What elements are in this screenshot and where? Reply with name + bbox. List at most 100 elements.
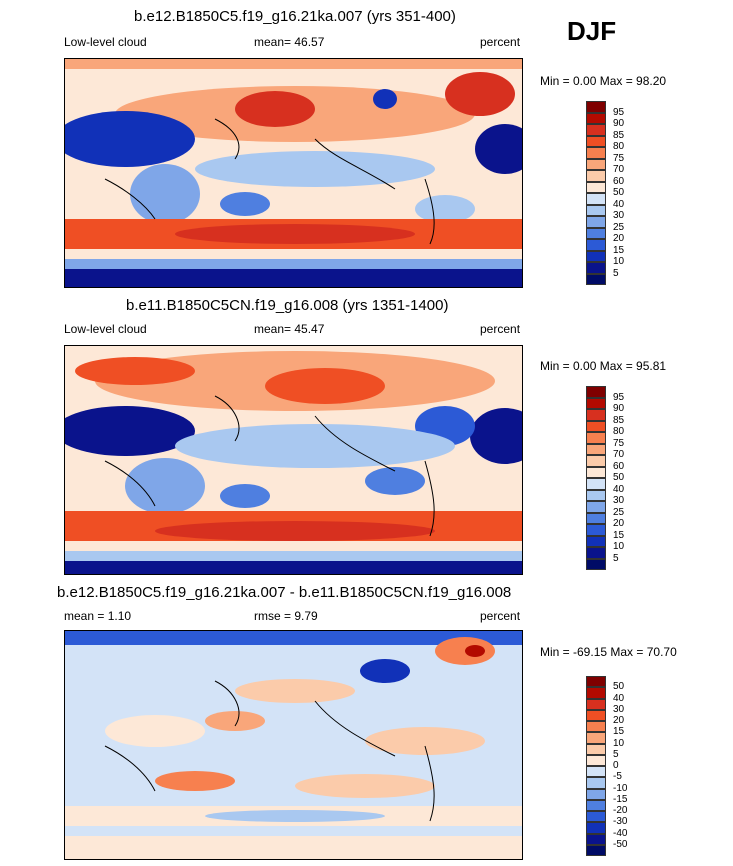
panel3-mean-label: mean = 1.10 (64, 609, 132, 623)
colorbar-tick-label: 80 (613, 426, 625, 437)
colorbar-tick-label: 90 (613, 403, 625, 414)
colorbar-tick-label: 15 (613, 726, 625, 738)
colorbar-tick-label: -10 (613, 782, 628, 794)
colorbar-tick-label: 15 (613, 244, 625, 256)
colorbar-tick-label: 40 (613, 483, 625, 495)
colorbar-segment (586, 204, 606, 216)
colorbar-tick-label: 85 (613, 129, 625, 141)
colorbar-tick-label: 15 (613, 529, 625, 541)
panel2-mean-label: mean= 45.47 (254, 322, 325, 336)
colorbar-tick-label: 10 (613, 256, 625, 267)
colorbar-segment (586, 788, 606, 800)
colorbar-segment (586, 170, 606, 182)
panel1-units-label: percent (480, 35, 521, 49)
colorbar-segment (586, 743, 606, 755)
colorbar-segment (586, 455, 606, 467)
colorbar-tick-label: 75 (613, 152, 625, 164)
panel2-variable-label: Low-level cloud (64, 322, 147, 336)
colorbar-segment (586, 777, 606, 789)
colorbar-segment (586, 811, 606, 823)
colorbar-segment (586, 535, 606, 547)
panel2-minmax: Min = 0.00 Max = 95.81 (540, 359, 667, 373)
colorbar-segment (586, 478, 606, 490)
colorbar-tick-label: 25 (613, 221, 625, 233)
panel2-map (64, 345, 523, 575)
colorbar-tick-label: -15 (613, 793, 628, 805)
colorbar-tick-label: 5 (613, 748, 619, 760)
colorbar-tick-label: -40 (613, 827, 628, 839)
colorbar-tick-label: 50 (613, 681, 625, 693)
colorbar-tick-label: 5 (613, 267, 619, 279)
colorbar-segment (586, 227, 606, 239)
panel3-map (64, 630, 523, 860)
colorbar-tick-label: 70 (613, 164, 625, 175)
colorbar-segment (586, 239, 606, 251)
colorbar-segment (586, 547, 606, 559)
colorbar-tick-label: 75 (613, 437, 625, 449)
colorbar-tick-label: 20 (613, 518, 625, 529)
colorbar-segment (586, 754, 606, 766)
colorbar-segment (586, 193, 606, 205)
colorbar-segment (586, 273, 606, 285)
colorbar-tick-label: -20 (613, 805, 628, 816)
colorbar-tick-label: 30 (613, 210, 625, 221)
panel1-map (64, 58, 523, 288)
colorbar-tick-label: 10 (613, 541, 625, 552)
panel2-units-label: percent (480, 322, 521, 336)
colorbar-tick-label: -5 (613, 771, 622, 783)
colorbar-segment (586, 466, 606, 478)
colorbar-tick-label: 70 (613, 449, 625, 460)
colorbar-segment (586, 687, 606, 699)
panel1-minmax: Min = 0.00 Max = 98.20 (540, 74, 667, 88)
season-label: DJF (567, 16, 617, 46)
colorbar-segment (586, 698, 606, 710)
panel1-title: b.e12.B1850C5.f19_g16.21ka.007 (yrs 351-… (134, 8, 456, 25)
panel1-colorbar: 95 90 85 80 75 70 60 50 40 30 25 20 15 10 5 (586, 101, 624, 285)
colorbar-segment (586, 124, 606, 136)
colorbar-tick-label: 60 (613, 460, 625, 472)
panel3-minmax: Min = -69.15 Max = 70.70 (540, 645, 677, 659)
colorbar-segment (586, 250, 606, 262)
colorbar-segment (586, 443, 606, 455)
colorbar-segment (586, 409, 606, 421)
panel1-mean-label: mean= 46.57 (254, 35, 325, 49)
colorbar-segment (586, 262, 606, 274)
colorbar-segment (586, 766, 606, 778)
colorbar-tick-label: 85 (613, 414, 625, 426)
colorbar-segment (586, 432, 606, 444)
panel3-colorbar: 50 40 30 20 15 10 5 0 -5 -10 -15 -20 -30 -40 -50 (586, 676, 627, 856)
colorbar-tick-label: 60 (613, 175, 625, 187)
panel3-units-label: percent (480, 609, 521, 623)
colorbar-segment (586, 147, 606, 159)
colorbar-tick-label: 5 (613, 552, 619, 564)
colorbar-tick-label: 30 (613, 495, 625, 506)
panel3-title: b.e12.B1850C5.f19_g16.21ka.007 - b.e11.B… (57, 584, 512, 601)
colorbar-segment (586, 558, 606, 570)
colorbar-segment (586, 833, 606, 845)
panel2-colorbar: 95 90 85 80 75 70 60 50 40 30 25 20 15 10 5 (586, 386, 624, 570)
colorbar-segment (586, 524, 606, 536)
colorbar-tick-label: 10 (613, 737, 625, 749)
colorbar-segment (586, 844, 606, 856)
colorbar-tick-label: -50 (613, 838, 628, 850)
panel1-variable-label: Low-level cloud (64, 35, 147, 49)
colorbar-segment (586, 512, 606, 524)
colorbar-segment (586, 135, 606, 147)
colorbar-tick-label: 40 (613, 692, 625, 704)
colorbar-tick-label: 20 (613, 715, 625, 726)
colorbar-segment (586, 489, 606, 501)
colorbar-tick-label: 95 (613, 391, 625, 403)
colorbar-segment (586, 181, 606, 193)
colorbar-tick-label: 20 (613, 233, 625, 244)
colorbar-segment (586, 799, 606, 811)
panel3-rmse-label: rmse = 9.79 (254, 609, 318, 623)
colorbar-segment (586, 709, 606, 721)
colorbar-segment (586, 676, 606, 688)
colorbar-segment (586, 721, 606, 733)
colorbar-tick-label: 90 (613, 118, 625, 129)
colorbar-segment (586, 397, 606, 409)
colorbar-segment (586, 732, 606, 744)
colorbar-segment (586, 112, 606, 124)
colorbar-tick-label: 80 (613, 141, 625, 152)
colorbar-segment (586, 101, 606, 113)
